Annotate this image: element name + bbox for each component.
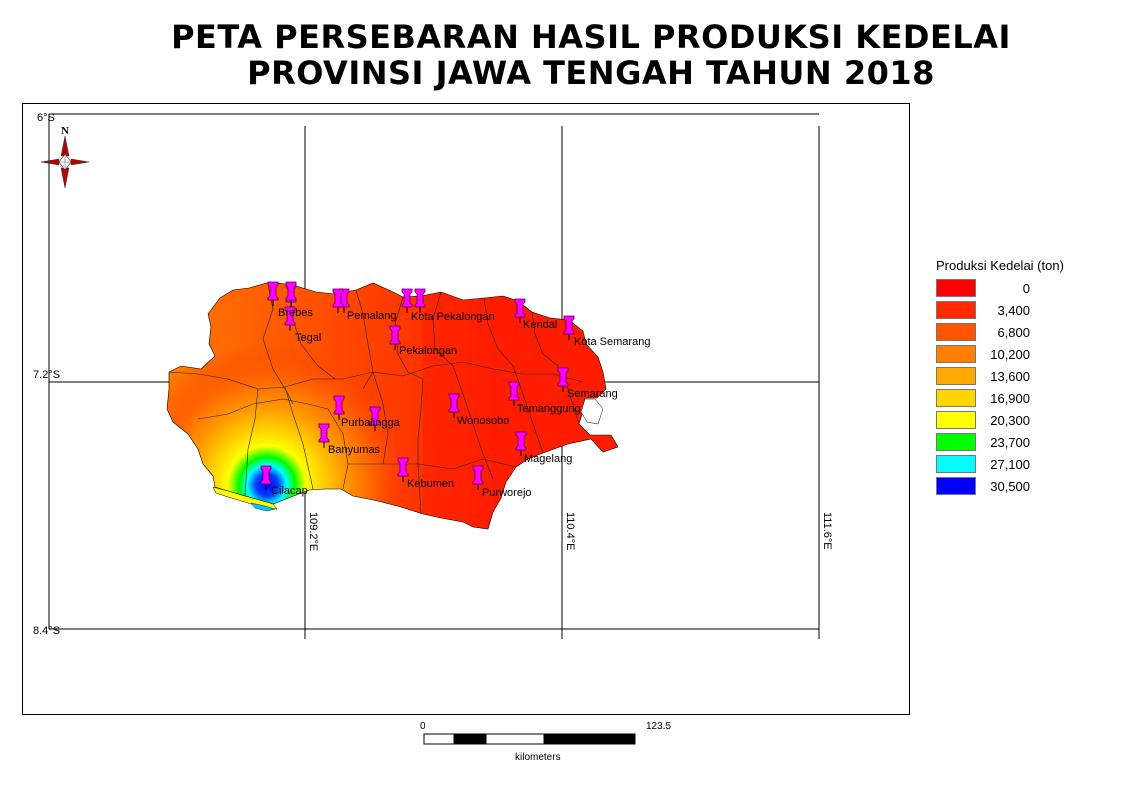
legend-label: 6,800 xyxy=(997,324,1030,340)
place-marker xyxy=(332,288,344,313)
place-marker xyxy=(284,306,296,331)
legend-swatch xyxy=(936,389,976,407)
scale-unit-label: kilometers xyxy=(515,752,561,763)
place-label: Banyumas xyxy=(328,444,380,456)
legend-swatch xyxy=(936,323,976,341)
place-marker xyxy=(448,393,460,418)
scale-segment xyxy=(453,733,487,745)
legend-item: 27,100 xyxy=(936,453,1096,475)
legend-item: 23,700 xyxy=(936,431,1096,453)
map-frame: Brebes Tegal Pemalang Kota Pekalongan Pekalo… xyxy=(22,103,910,715)
map-title-line-1: PETA PERSEBARAN HASIL PRODUKSI KEDELAI xyxy=(171,18,1011,56)
legend-label: 20,300 xyxy=(990,412,1030,428)
place-marker xyxy=(267,281,279,306)
scale-segment xyxy=(423,733,455,745)
place-label: Purbalingga xyxy=(341,417,401,429)
scale-segment xyxy=(543,733,636,745)
place-label: Kebumen xyxy=(407,478,454,490)
place-marker xyxy=(563,315,575,340)
legend-item: 13,600 xyxy=(936,365,1096,387)
scale-end-label: 123.5 xyxy=(646,721,671,732)
nusakambangan-island xyxy=(250,502,276,512)
place-marker xyxy=(369,406,381,431)
place-marker xyxy=(414,288,426,313)
legend-title: Produksi Kedelai (ton) xyxy=(936,258,1064,273)
place-marker xyxy=(508,381,520,406)
legend-item: 6,800 xyxy=(936,321,1096,343)
legend-item: 30,500 xyxy=(936,475,1096,497)
place-label: Magelang xyxy=(524,453,572,465)
legend-swatch xyxy=(936,455,976,473)
legend: Produksi Kedelai (ton) 0 3,400 6,800 10,200… xyxy=(936,258,1096,497)
place-label: Pekalongan xyxy=(399,345,457,357)
legend-item: 16,900 xyxy=(936,387,1096,409)
place-markers xyxy=(260,281,575,490)
map-canvas: Brebes Tegal Pemalang Kota Pekalongan Pekalo… xyxy=(33,112,833,639)
legend-swatch xyxy=(936,433,976,451)
lon-label-2: 110.4°E xyxy=(564,512,576,550)
north-arrow-compass-icon: N xyxy=(40,125,90,189)
lat-label-top: 6°S xyxy=(37,112,55,124)
map-title-line-2: PROVINSI JAWA TENGAH TAHUN 2018 xyxy=(247,54,935,92)
place-label: Brebes xyxy=(278,307,313,319)
place-label: Tegal xyxy=(295,332,321,344)
legend-swatch xyxy=(936,477,976,495)
place-marker xyxy=(318,423,330,448)
place-label: Purworejo xyxy=(482,487,532,499)
legend-item: 20,300 xyxy=(936,409,1096,431)
legend-label: 30,500 xyxy=(990,478,1030,494)
north-letter: N xyxy=(61,125,69,137)
legend-label: 13,600 xyxy=(990,368,1030,384)
place-marker xyxy=(285,281,297,306)
legend-label: 0 xyxy=(1022,280,1030,296)
place-label: Kota Pekalongan xyxy=(411,311,495,323)
legend-swatch xyxy=(936,411,976,429)
lon-label-1: 109.2°E xyxy=(307,512,319,551)
legend-label: 3,400 xyxy=(997,302,1030,318)
scale-segment xyxy=(485,733,545,745)
place-marker xyxy=(515,431,527,456)
legend-label: 16,900 xyxy=(990,390,1030,406)
lat-label-bottom: 8.4°S xyxy=(33,625,60,637)
cilacap-coast xyxy=(212,486,278,510)
regency-boundaries xyxy=(168,284,584,515)
place-label: Semarang xyxy=(567,388,618,400)
place-marker xyxy=(514,298,526,323)
legend-item: 10,200 xyxy=(936,343,1096,365)
legend-item: 0 xyxy=(936,277,1096,299)
place-marker xyxy=(401,288,413,313)
legend-label: 27,100 xyxy=(990,456,1030,472)
legend-label: 23,700 xyxy=(990,434,1030,450)
place-label: Temanggung xyxy=(517,403,581,415)
legend-rows: 0 3,400 6,800 10,200 13,600 16,900 20,300 23,70… xyxy=(936,277,1096,497)
legend-swatch xyxy=(936,279,976,297)
place-label: Kota Semarang xyxy=(574,336,650,348)
place-label: Cilacap xyxy=(271,485,308,497)
scale-bar: 0 123.5 kilometers xyxy=(420,721,671,763)
place-marker xyxy=(557,367,569,392)
scale-start-label: 0 xyxy=(420,721,426,732)
legend-label: 10,200 xyxy=(990,346,1030,362)
place-label: Kendal xyxy=(523,319,557,331)
place-label: Pemalang xyxy=(347,310,397,322)
lat-label-mid: 7.2°S xyxy=(33,369,60,381)
place-marker xyxy=(333,395,345,420)
map-enclave xyxy=(580,398,604,425)
place-labels: Brebes Tegal Pemalang Kota Pekalongan Pekalo… xyxy=(271,307,650,499)
place-marker xyxy=(389,325,401,350)
legend-swatch xyxy=(936,367,976,385)
legend-item: 3,400 xyxy=(936,299,1096,321)
lon-label-3: 111.6°E xyxy=(821,512,833,550)
place-label: Wonosobo xyxy=(457,415,509,427)
place-marker xyxy=(397,457,409,482)
place-marker xyxy=(260,465,272,490)
place-marker xyxy=(472,465,484,490)
legend-swatch xyxy=(936,301,976,319)
legend-swatch xyxy=(936,345,976,363)
